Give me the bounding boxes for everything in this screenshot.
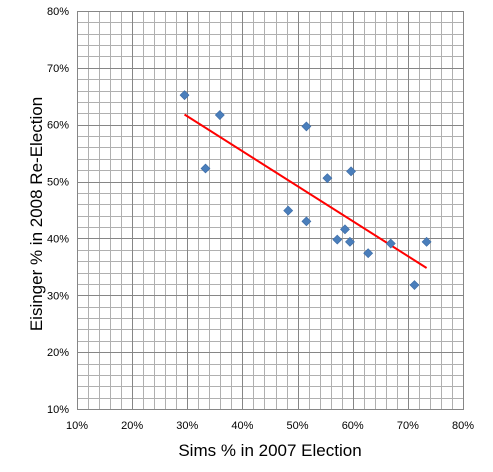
data-points-layer: [179, 90, 432, 290]
y-tick-label: 70%: [47, 63, 69, 75]
data-point: [409, 280, 420, 290]
data-point: [283, 205, 294, 216]
data-point: [301, 121, 312, 132]
x-tick-label: 50%: [287, 420, 309, 432]
minor-gridlines: [77, 11, 463, 409]
data-point: [345, 236, 355, 247]
x-tick-label: 20%: [121, 420, 143, 432]
data-point: [322, 173, 333, 184]
x-tick-label: 60%: [342, 420, 364, 432]
data-point: [214, 110, 225, 120]
x-tick-label: 10%: [66, 420, 88, 432]
plot-border: [77, 11, 464, 410]
y-tick-label: 10%: [47, 404, 69, 416]
data-point: [421, 236, 432, 247]
data-point: [200, 163, 211, 174]
x-tick-label: 70%: [397, 420, 419, 432]
x-tick-label: 30%: [176, 420, 198, 432]
data-point: [179, 90, 190, 101]
data-point: [385, 238, 396, 249]
data-point: [340, 224, 350, 235]
plot-area: [77, 11, 463, 409]
trendline-layer: [183, 113, 428, 269]
x-tick-label: 40%: [231, 420, 253, 432]
y-tick-label: 60%: [47, 120, 69, 132]
y-tick-label: 80%: [47, 6, 69, 18]
y-axis-tick-labels: 10% 20% 30% 40% 50% 60% 70% 80%: [47, 6, 69, 416]
y-tick-label: 50%: [47, 177, 69, 189]
y-tick-label: 30%: [47, 290, 69, 302]
data-point: [332, 234, 343, 245]
y-tick-label: 40%: [47, 233, 69, 245]
data-point: [346, 166, 356, 177]
x-axis-title: Sims % in 2007 Election: [178, 441, 361, 460]
x-axis-tick-labels: 10% 20% 30% 40% 50% 60% 70% 80%: [66, 420, 474, 432]
y-tick-label: 20%: [47, 347, 69, 359]
data-point: [301, 216, 312, 227]
data-point: [363, 248, 374, 259]
y-axis-title: Eisinger % in 2008 Re-Election: [27, 97, 46, 331]
trendline: [183, 113, 428, 269]
x-tick-label: 80%: [452, 420, 474, 432]
